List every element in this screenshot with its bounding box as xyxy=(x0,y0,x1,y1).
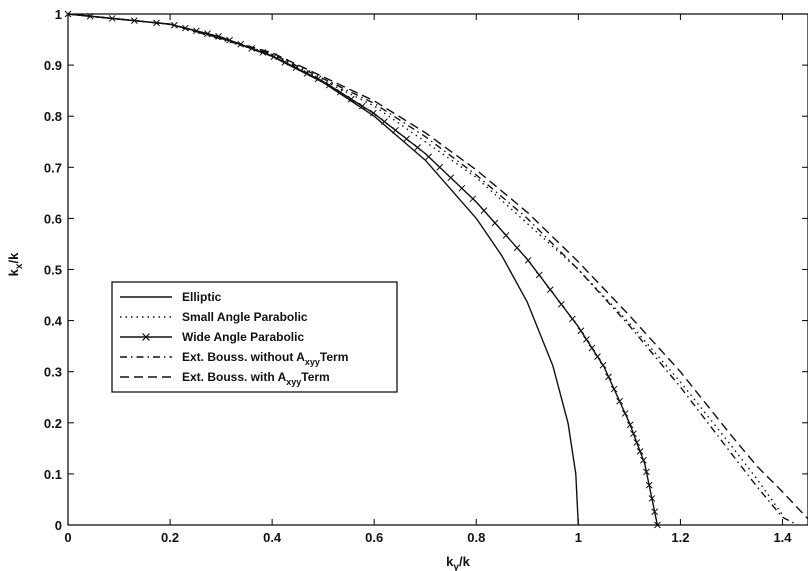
series-marker xyxy=(645,481,653,489)
series-marker xyxy=(546,286,554,293)
y-axis-label: kx/k xyxy=(6,252,25,276)
series-marker xyxy=(633,439,641,446)
series-line-5 xyxy=(67,13,808,520)
series-marker xyxy=(392,126,399,134)
series-marker xyxy=(336,88,344,96)
series-marker xyxy=(370,109,377,117)
y-tick-label: 0.5 xyxy=(44,263,62,278)
x-tick-label: 1 xyxy=(575,530,582,545)
series-marker xyxy=(594,353,601,360)
series-marker xyxy=(347,95,355,103)
series-marker xyxy=(583,336,590,343)
x-tick-label: 0.6 xyxy=(365,530,383,545)
series-marker xyxy=(414,144,421,151)
series-marker xyxy=(643,468,650,476)
series-marker xyxy=(569,315,576,323)
series-marker xyxy=(651,508,659,516)
legend: Elliptic Small Angle Parabolic Wide Angle … xyxy=(111,281,398,393)
series-marker xyxy=(557,300,565,308)
y-tick-label: 0.1 xyxy=(44,467,62,482)
series-marker xyxy=(469,195,477,203)
plot-area xyxy=(67,13,808,526)
series-marker xyxy=(480,207,488,214)
series-marker xyxy=(648,495,656,502)
series-marker xyxy=(436,163,444,171)
series-marker xyxy=(621,410,629,417)
y-tick-label: 1 xyxy=(55,7,62,22)
x-tick-label: 0.2 xyxy=(161,530,179,545)
series-marker xyxy=(535,271,543,279)
y-tick-label: 0.2 xyxy=(44,416,62,431)
series-marker xyxy=(425,153,432,161)
legend-label: Ext. Bouss. with AxyyTerm xyxy=(182,370,330,387)
series-group xyxy=(64,10,808,529)
legend-label: Ext. Bouss. without AxyyTerm xyxy=(182,350,348,367)
series-marker xyxy=(610,385,618,393)
y-axis-label-sub: x xyxy=(14,263,25,269)
series-marker xyxy=(513,244,521,252)
y-tick-label: 0.7 xyxy=(44,160,62,175)
series-marker xyxy=(616,397,623,405)
legend-label: Wide Angle Parabolic xyxy=(182,330,304,344)
y-tick-label: 0.9 xyxy=(44,58,62,73)
y-tick-label: 0.6 xyxy=(44,211,62,226)
series-line-4 xyxy=(67,13,799,526)
series-marker xyxy=(491,219,499,227)
series-marker xyxy=(577,327,585,335)
axis-ticks: 0 0.2 0.4 0.6 0.8 1 1.2 1.4 0 0.1 0.2 0.3 0.4 0.5 0.6 0… xyxy=(44,7,808,545)
series-marker xyxy=(403,135,410,143)
x-axis-label-sub: y xyxy=(453,562,459,571)
series-marker xyxy=(447,174,455,182)
series-marker xyxy=(599,361,607,369)
series-marker xyxy=(626,421,634,429)
series-marker xyxy=(358,102,366,110)
x-tick-label: 0.4 xyxy=(263,530,282,545)
x-axis-label: ky/k xyxy=(446,554,470,571)
series-marker xyxy=(502,232,510,239)
series-marker xyxy=(381,118,388,125)
x-tick-label: 1.2 xyxy=(671,530,689,545)
y-tick-label: 0.8 xyxy=(44,109,62,124)
x-tick-label: 0 xyxy=(64,530,71,545)
x-tick-label: 0.8 xyxy=(467,530,485,545)
series-marker xyxy=(654,521,661,529)
y-axis-label-rest: /k xyxy=(6,252,21,264)
x-axis-label-main: k xyxy=(446,554,454,569)
y-tick-label: 0.4 xyxy=(44,314,63,329)
y-tick-label: 0.3 xyxy=(44,365,62,380)
legend-label: Elliptic xyxy=(182,290,222,304)
series-marker xyxy=(524,257,532,264)
series-marker xyxy=(605,373,612,381)
series-marker xyxy=(325,81,333,89)
legend-label: Small Angle Parabolic xyxy=(182,310,308,324)
series-marker xyxy=(588,344,596,352)
x-tick-label: 1.4 xyxy=(773,530,792,545)
series-marker xyxy=(314,75,322,83)
series-marker xyxy=(640,456,647,464)
x-axis-label-rest: /k xyxy=(459,554,471,569)
y-tick-label: 0 xyxy=(55,518,62,533)
y-axis-label-main: k xyxy=(6,268,21,276)
series-marker xyxy=(458,184,466,192)
series-marker xyxy=(636,448,644,455)
legend-marker xyxy=(142,333,150,341)
series-marker xyxy=(630,430,637,438)
